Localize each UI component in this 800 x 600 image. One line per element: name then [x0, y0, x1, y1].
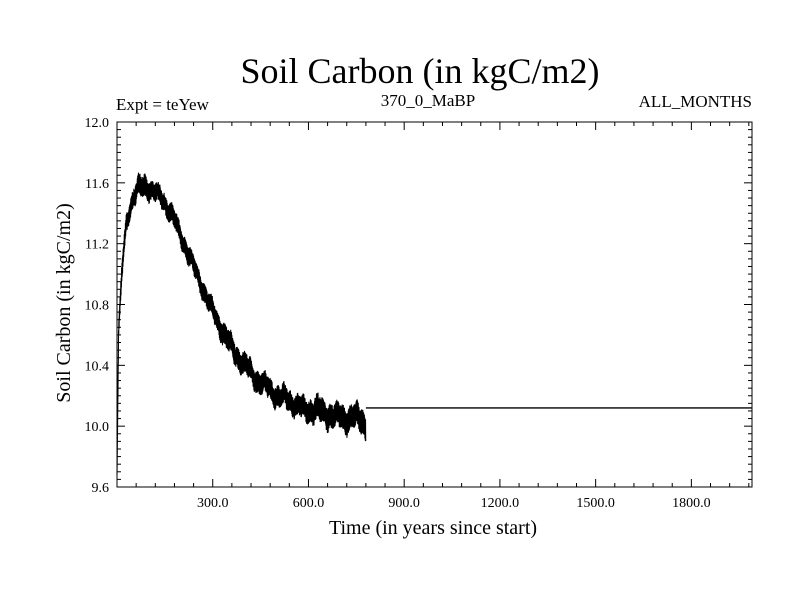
y-tick-label: 10.8	[85, 299, 110, 314]
y-tick-label: 10.4	[85, 359, 110, 374]
chart-title: Soil Carbon (in kgC/m2)	[241, 51, 600, 91]
series-layer	[116, 172, 752, 475]
months-label: ALL_MONTHS	[639, 92, 752, 111]
series-line-noisy	[116, 172, 367, 475]
x-tick-label: 300.0	[197, 496, 229, 511]
y-axis: 9.6 10.0 10.4 10.8 11.2 11.6 12.0	[85, 116, 752, 496]
x-tick-label: 600.0	[293, 496, 325, 511]
x-axis-label: Time (in years since start)	[329, 517, 537, 539]
x-tick-label: 1500.0	[576, 496, 615, 511]
x-tick-label: 900.0	[388, 496, 420, 511]
y-tick-label: 9.6	[92, 481, 110, 496]
y-tick-label: 12.0	[85, 116, 110, 131]
x-axis: 300.0 600.0 900.0 1200.0 1500.0 1800.0	[135, 122, 750, 511]
y-tick-label: 11.2	[85, 238, 109, 253]
x-tick-label: 1200.0	[481, 496, 520, 511]
period-label: 370_0_MaBP	[381, 91, 475, 110]
y-tick-label: 11.6	[85, 177, 109, 192]
y-tick-label: 10.0	[85, 420, 110, 435]
x-tick-label: 1800.0	[672, 496, 711, 511]
y-axis-label: Soil Carbon (in kgC/m2)	[53, 203, 75, 402]
experiment-label: Expt = teYew	[116, 95, 210, 114]
